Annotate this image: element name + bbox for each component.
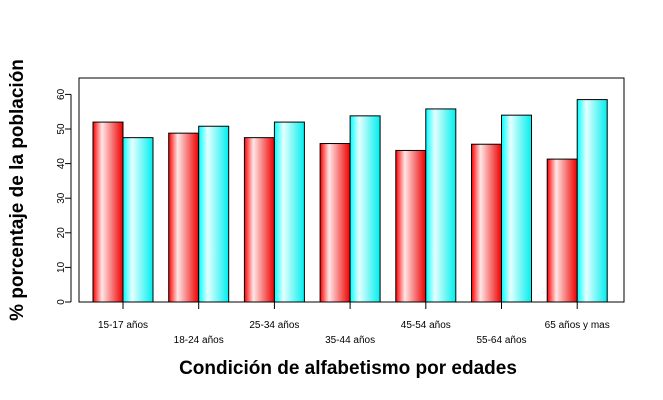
x-tick-label: 15-17 años — [98, 320, 148, 331]
y-tick-label: 40 — [56, 158, 67, 170]
bar-series1-2 — [168, 132, 200, 303]
y-axis: 0 10 20 30 40 50 60 — [56, 88, 72, 305]
bar-series2-6 — [501, 114, 532, 303]
bar-series2-4 — [349, 115, 381, 303]
y-axis-title: % porcentaje de la población — [7, 59, 28, 321]
bar-series1-7 — [546, 158, 578, 303]
y-tick-label: 10 — [56, 261, 67, 273]
x-tick-label: 65 años y mas — [545, 320, 610, 331]
x-tick-label: 18-24 años — [174, 335, 224, 346]
bar-series1-5 — [395, 149, 427, 303]
x-tick-label: 55-64 años — [476, 335, 526, 346]
bar-series1-1 — [92, 121, 124, 303]
bar-series1-3 — [243, 137, 275, 303]
x-tick-label: 35-44 años — [325, 335, 375, 346]
y-tick-label: 50 — [56, 123, 67, 135]
y-tick-label: 0 — [56, 299, 67, 305]
x-tick-label: 25-34 años — [249, 320, 299, 331]
bar-series2-2 — [198, 125, 230, 303]
bar-series2-5 — [425, 108, 457, 303]
x-tick-label: 45-54 años — [401, 320, 451, 331]
y-tick-label: 60 — [56, 88, 67, 100]
bar-series1-6 — [471, 143, 502, 303]
x-axis: 15-17 años 18-24 años 25-34 años 35-44 años… — [98, 302, 610, 346]
bars-layer — [92, 99, 608, 303]
y-tick-label: 20 — [56, 227, 67, 239]
y-tick-label: 30 — [56, 192, 67, 204]
bar-series2-1 — [122, 137, 154, 303]
x-axis-title: Condición de alfabetismo por edades — [179, 358, 517, 379]
bar-series1-4 — [319, 143, 351, 303]
bar-series2-7 — [576, 99, 608, 303]
bar-series2-3 — [273, 121, 305, 303]
